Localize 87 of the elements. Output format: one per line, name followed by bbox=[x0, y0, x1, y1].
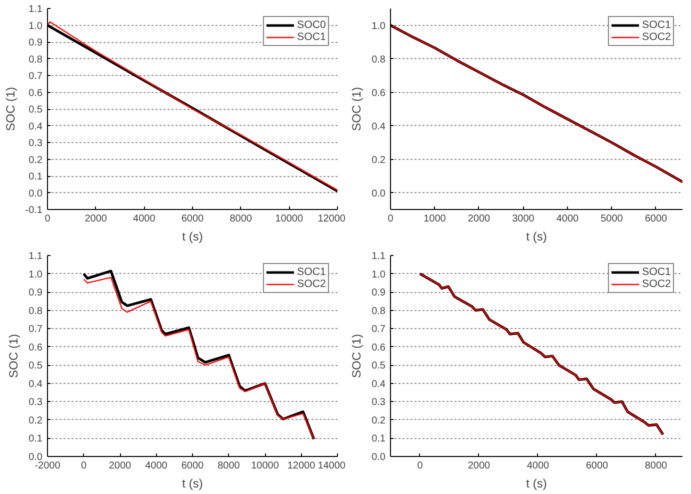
y-tick-label: 0.9 bbox=[372, 288, 386, 299]
y-tick-label: 0.6 bbox=[372, 342, 386, 354]
y-tick-label: 1.0 bbox=[28, 269, 43, 280]
y-tick-label: 0.3 bbox=[372, 397, 386, 408]
x-axis-title: t (s) bbox=[182, 230, 203, 244]
y-tick-label: 0.7 bbox=[28, 324, 43, 336]
y-axis-title: SOC (1) bbox=[350, 86, 364, 131]
x-tick-label: 14000 bbox=[318, 460, 346, 472]
x-axis-title: t (s) bbox=[526, 476, 547, 490]
y-tick-label: 0.4 bbox=[372, 378, 386, 390]
y-tick-label: 0.7 bbox=[372, 324, 386, 336]
x-axis-title: t (s) bbox=[182, 476, 203, 490]
legend-label: SOC1 bbox=[296, 31, 326, 43]
y-tick-label: 1.0 bbox=[28, 20, 43, 32]
legend-label: SOC1 bbox=[642, 266, 671, 278]
y-tick-label: 0.6 bbox=[28, 88, 43, 99]
y-tick-label: 0.1 bbox=[28, 172, 43, 182]
y-tick-label: 1.1 bbox=[28, 251, 43, 262]
x-tick-label: 3000 bbox=[512, 214, 535, 224]
x-tick-label: 0 bbox=[388, 214, 394, 224]
y-axis-title: SOC (1) bbox=[3, 86, 18, 131]
x-tick-label: 2000 bbox=[468, 214, 491, 224]
legend-label: SOC2 bbox=[642, 278, 671, 290]
x-tick-label: 5000 bbox=[600, 214, 624, 224]
y-tick-label: 0.5 bbox=[28, 360, 43, 372]
y-tick-label: 0.0 bbox=[372, 452, 386, 463]
y-tick-label: 0.6 bbox=[372, 88, 386, 99]
y-tick-label: -0.1 bbox=[25, 205, 43, 216]
y-tick-label: 0.4 bbox=[28, 121, 43, 132]
y-tick-label: 0.8 bbox=[28, 54, 43, 66]
x-tick-label: 2000 bbox=[108, 460, 132, 472]
y-tick-label: 0.8 bbox=[28, 306, 43, 317]
y-tick-label: 0.1 bbox=[28, 434, 43, 445]
y-tick-label: 0.0 bbox=[372, 188, 386, 200]
y-tick-label: 0.9 bbox=[28, 288, 43, 299]
y-tick-label: 0.9 bbox=[28, 38, 43, 48]
y-tick-label: 0.8 bbox=[372, 54, 386, 66]
x-tick-label: 4000 bbox=[526, 460, 550, 472]
y-tick-label: 1.0 bbox=[372, 20, 386, 32]
x-tick-label: 10000 bbox=[275, 214, 304, 224]
legend-label: SOC1 bbox=[642, 19, 671, 31]
x-axis-title: t (s) bbox=[526, 230, 547, 244]
x-tick-label: 12000 bbox=[318, 214, 346, 224]
y-tick-label: 0.7 bbox=[28, 71, 43, 82]
y-tick-label: 0.4 bbox=[28, 378, 43, 390]
y-tick-label: 1.1 bbox=[28, 4, 43, 15]
legend-label: SOC2 bbox=[642, 31, 671, 43]
y-axis-title: SOC (1) bbox=[6, 334, 21, 378]
y-tick-label: 0.0 bbox=[28, 188, 43, 200]
x-tick-label: 8000 bbox=[218, 460, 240, 472]
x-tick-label: 8000 bbox=[230, 214, 252, 224]
y-tick-label: 0.5 bbox=[28, 104, 43, 116]
x-tick-label: 8000 bbox=[644, 460, 668, 472]
x-tick-label: 4000 bbox=[133, 214, 156, 224]
x-tick-label: 10000 bbox=[251, 460, 280, 472]
legend-label: SOC1 bbox=[296, 266, 326, 278]
y-tick-label: 1.1 bbox=[372, 251, 386, 262]
x-tick-label: 2000 bbox=[468, 460, 491, 472]
y-axis-title: SOC (1) bbox=[350, 334, 364, 378]
x-tick-label: 4000 bbox=[556, 214, 580, 224]
y-tick-label: 0.6 bbox=[28, 342, 43, 354]
x-tick-label: 6000 bbox=[586, 460, 609, 472]
legend-label: SOC2 bbox=[296, 278, 326, 290]
y-tick-label: 0.2 bbox=[28, 415, 43, 426]
x-tick-label: 0 bbox=[417, 460, 424, 472]
y-tick-label: 0.3 bbox=[28, 138, 43, 149]
x-tick-label: 12000 bbox=[287, 460, 316, 472]
x-tick-label: 0 bbox=[80, 460, 87, 472]
y-tick-label: 0.4 bbox=[372, 121, 386, 132]
y-tick-label: 0.2 bbox=[372, 154, 386, 166]
x-tick-label: -2000 bbox=[34, 460, 61, 472]
y-tick-label: 0.1 bbox=[372, 434, 386, 445]
x-tick-label: 1000 bbox=[424, 214, 446, 224]
x-tick-label: 6000 bbox=[181, 460, 204, 472]
y-tick-label: 0.2 bbox=[28, 154, 43, 166]
y-tick-label: 0.8 bbox=[372, 306, 386, 317]
x-tick-label: 0 bbox=[44, 214, 51, 224]
x-tick-label: 2000 bbox=[84, 214, 108, 224]
y-tick-label: 0.0 bbox=[28, 452, 43, 463]
y-tick-label: 0.5 bbox=[372, 360, 386, 372]
x-tick-label: 4000 bbox=[145, 460, 168, 472]
x-tick-label: 6000 bbox=[644, 214, 668, 224]
x-tick-label: 6000 bbox=[181, 214, 204, 224]
legend-label: SOC0 bbox=[296, 19, 326, 31]
y-tick-label: 1.0 bbox=[372, 269, 386, 280]
y-tick-label: 0.3 bbox=[28, 397, 43, 408]
y-tick-label: 0.2 bbox=[372, 415, 386, 426]
